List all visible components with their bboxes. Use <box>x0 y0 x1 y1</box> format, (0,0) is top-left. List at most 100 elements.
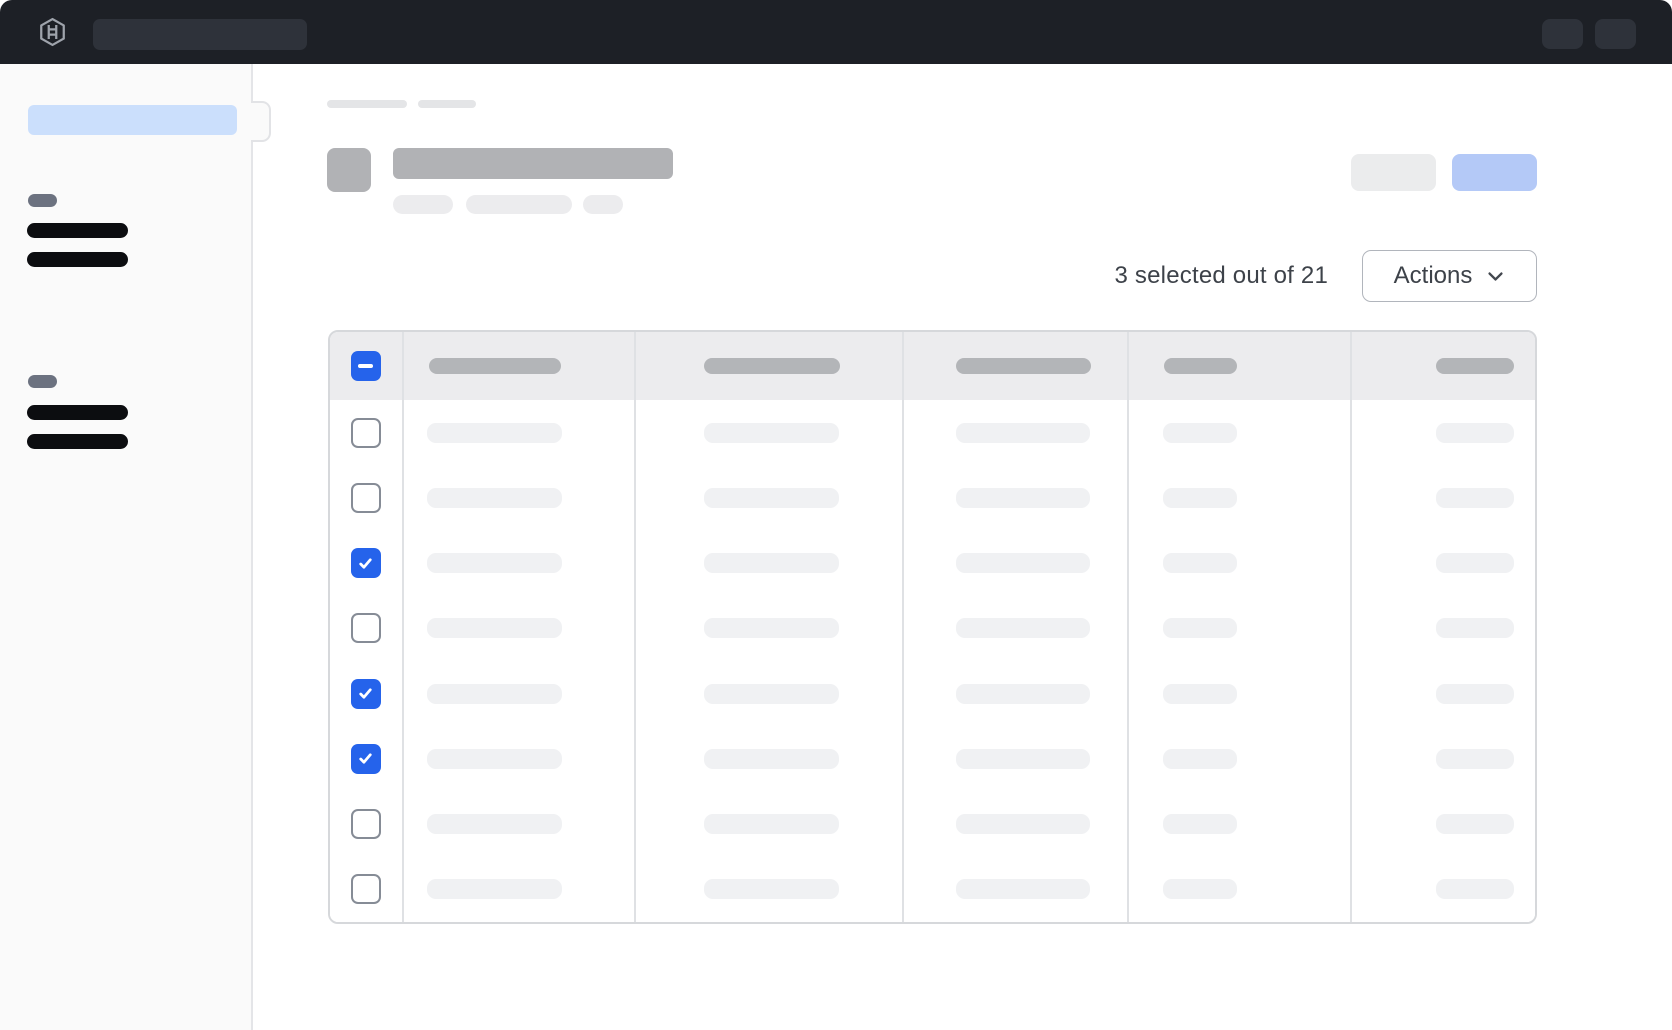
sidebar-collapse-toggle[interactable] <box>251 101 271 142</box>
top-navigation-bar <box>0 0 1672 64</box>
actions-button-label: Actions <box>1393 262 1473 289</box>
sidebar-group1-label-skeleton <box>28 194 57 207</box>
column-header-4 <box>1127 332 1349 400</box>
cell-content-skeleton <box>426 618 562 639</box>
select-all-cell <box>330 332 402 400</box>
table-cell <box>902 726 1127 792</box>
cell-content-skeleton <box>1435 618 1514 639</box>
table-cell <box>1127 465 1349 531</box>
row-checkbox-cell <box>330 531 402 596</box>
table-row <box>330 465 1535 531</box>
row-checkbox[interactable] <box>350 613 381 644</box>
table-cell <box>1127 530 1349 596</box>
primary-button-skeleton[interactable] <box>1452 154 1537 191</box>
table-cell <box>1127 400 1349 466</box>
table-row <box>330 400 1535 466</box>
table-body <box>330 400 1535 922</box>
chevron-down-icon <box>1488 271 1503 281</box>
cell-content-skeleton <box>1163 618 1238 639</box>
secondary-button-skeleton[interactable] <box>1351 154 1436 191</box>
column-header-skeleton <box>956 358 1092 374</box>
cell-content-skeleton <box>704 879 839 900</box>
check-icon <box>359 558 373 569</box>
cell-content-skeleton <box>426 683 562 704</box>
sidebar <box>0 64 253 1030</box>
row-checkbox[interactable] <box>350 809 381 840</box>
table-cell <box>1349 856 1535 922</box>
row-checkbox[interactable] <box>350 678 381 709</box>
row-checkbox[interactable] <box>350 874 381 905</box>
cell-content-skeleton <box>1163 748 1238 769</box>
page-badge-skeleton-1 <box>393 195 453 214</box>
table-cell <box>1349 530 1535 596</box>
table-cell <box>1349 595 1535 661</box>
row-checkbox[interactable] <box>350 482 381 513</box>
cell-content-skeleton <box>1435 748 1514 769</box>
table-cell <box>401 530 634 596</box>
sidebar-active-item-skeleton[interactable] <box>28 105 237 135</box>
table-row <box>330 726 1535 792</box>
selection-summary: 3 selected out of 21 <box>1114 262 1328 289</box>
column-header-2 <box>634 332 902 400</box>
topbar-action-skeleton-2[interactable] <box>1595 19 1636 49</box>
cell-content-skeleton <box>1435 422 1514 443</box>
table-row <box>330 856 1535 922</box>
column-header-skeleton <box>1164 358 1238 374</box>
table-cell <box>1127 661 1349 727</box>
column-header-skeleton <box>704 358 840 374</box>
cell-content-skeleton <box>956 814 1091 835</box>
actions-dropdown-button[interactable]: Actions <box>1362 250 1537 302</box>
cell-content-skeleton <box>1163 814 1238 835</box>
table-cell <box>902 791 1127 857</box>
sidebar-group1-item2-skeleton[interactable] <box>27 252 128 267</box>
cell-content-skeleton <box>956 683 1091 704</box>
breadcrumb-item-skeleton-1[interactable] <box>327 100 407 108</box>
sidebar-group2-item2-skeleton[interactable] <box>27 434 128 449</box>
table-cell <box>401 791 634 857</box>
table-cell <box>1127 726 1349 792</box>
table-cell <box>401 661 634 727</box>
breadcrumb-item-skeleton-2[interactable] <box>418 100 476 108</box>
page-title-skeleton <box>393 148 673 179</box>
table-row <box>330 595 1535 661</box>
table-cell <box>634 595 902 661</box>
cell-content-skeleton <box>426 879 562 900</box>
cell-content-skeleton <box>704 553 839 574</box>
table-cell <box>902 465 1127 531</box>
cell-content-skeleton <box>426 814 562 835</box>
cell-content-skeleton <box>426 553 562 574</box>
cell-content-skeleton <box>704 814 839 835</box>
select-all-checkbox[interactable] <box>350 351 381 381</box>
cell-content-skeleton <box>704 683 839 704</box>
sidebar-group2-item1-skeleton[interactable] <box>27 405 128 420</box>
sidebar-group2-label-skeleton <box>28 375 57 388</box>
cell-content-skeleton <box>1435 487 1514 508</box>
row-checkbox[interactable] <box>350 548 381 579</box>
search-input-skeleton[interactable] <box>93 19 307 50</box>
data-table <box>328 330 1537 924</box>
cell-content-skeleton <box>1163 487 1238 508</box>
page-badge-skeleton-3 <box>583 195 623 214</box>
table-row <box>330 791 1535 857</box>
cell-content-skeleton <box>704 487 839 508</box>
table-cell <box>634 856 902 922</box>
table-row <box>330 661 1535 727</box>
row-checkbox[interactable] <box>350 743 381 774</box>
check-icon <box>359 753 373 764</box>
column-header-skeleton <box>428 358 561 374</box>
hashicorp-logo-icon <box>40 17 65 47</box>
cell-content-skeleton <box>956 748 1091 769</box>
cell-content-skeleton <box>1435 814 1514 835</box>
cell-content-skeleton <box>426 487 562 508</box>
topbar-action-skeleton-1[interactable] <box>1542 19 1583 49</box>
table-cell <box>634 791 902 857</box>
row-checkbox-cell <box>330 596 402 661</box>
cell-content-skeleton <box>956 618 1091 639</box>
row-checkbox[interactable] <box>350 417 381 448</box>
sidebar-group1-item1-skeleton[interactable] <box>27 223 128 238</box>
column-header-5 <box>1349 332 1535 400</box>
page-icon-skeleton <box>327 148 371 192</box>
table-cell <box>634 726 902 792</box>
cell-content-skeleton <box>956 553 1091 574</box>
